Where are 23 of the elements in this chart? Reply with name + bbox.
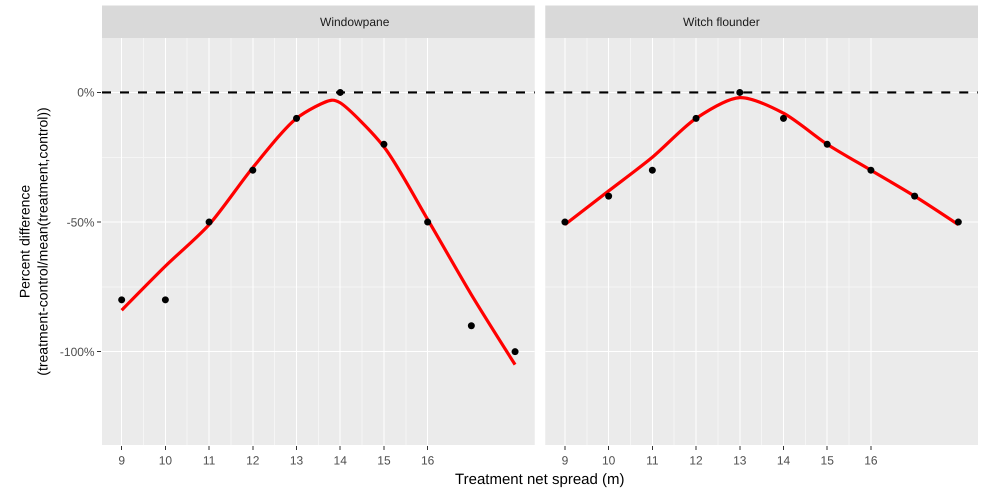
x-tick-label: 12 [246, 453, 260, 468]
y-tick-label: 0% [77, 86, 95, 100]
x-tick-label: 14 [334, 453, 348, 468]
x-tick-label: 14 [776, 453, 790, 468]
x-tick-label: 11 [646, 453, 659, 468]
x-axis-title: Treatment net spread (m) [455, 471, 625, 488]
chart-title: Windowpane [320, 15, 390, 29]
x-tick-label: 15 [820, 453, 834, 468]
x-tick-label: 12 [689, 453, 704, 468]
x-tick-label: 13 [290, 453, 304, 468]
x-tick-label: 9 [118, 453, 126, 468]
y-tick-label: -50% [66, 215, 95, 230]
x-tick-label: 16 [420, 453, 435, 468]
x-tick-label: 15 [377, 453, 391, 468]
x-tick-label: 10 [602, 453, 616, 468]
x-tick-label: 9 [562, 453, 569, 468]
x-tick-label: 13 [733, 453, 747, 468]
chart-title: Witch flounder [683, 15, 760, 29]
y-axis-title: Percent difference (treatment-control/mean(treatment,control)) [16, 107, 51, 376]
x-tick-label: 16 [864, 453, 878, 468]
x-tick-label: 10 [158, 453, 172, 468]
x-tick-label: 11 [202, 453, 216, 468]
y-tick-label: -100% [60, 344, 95, 359]
